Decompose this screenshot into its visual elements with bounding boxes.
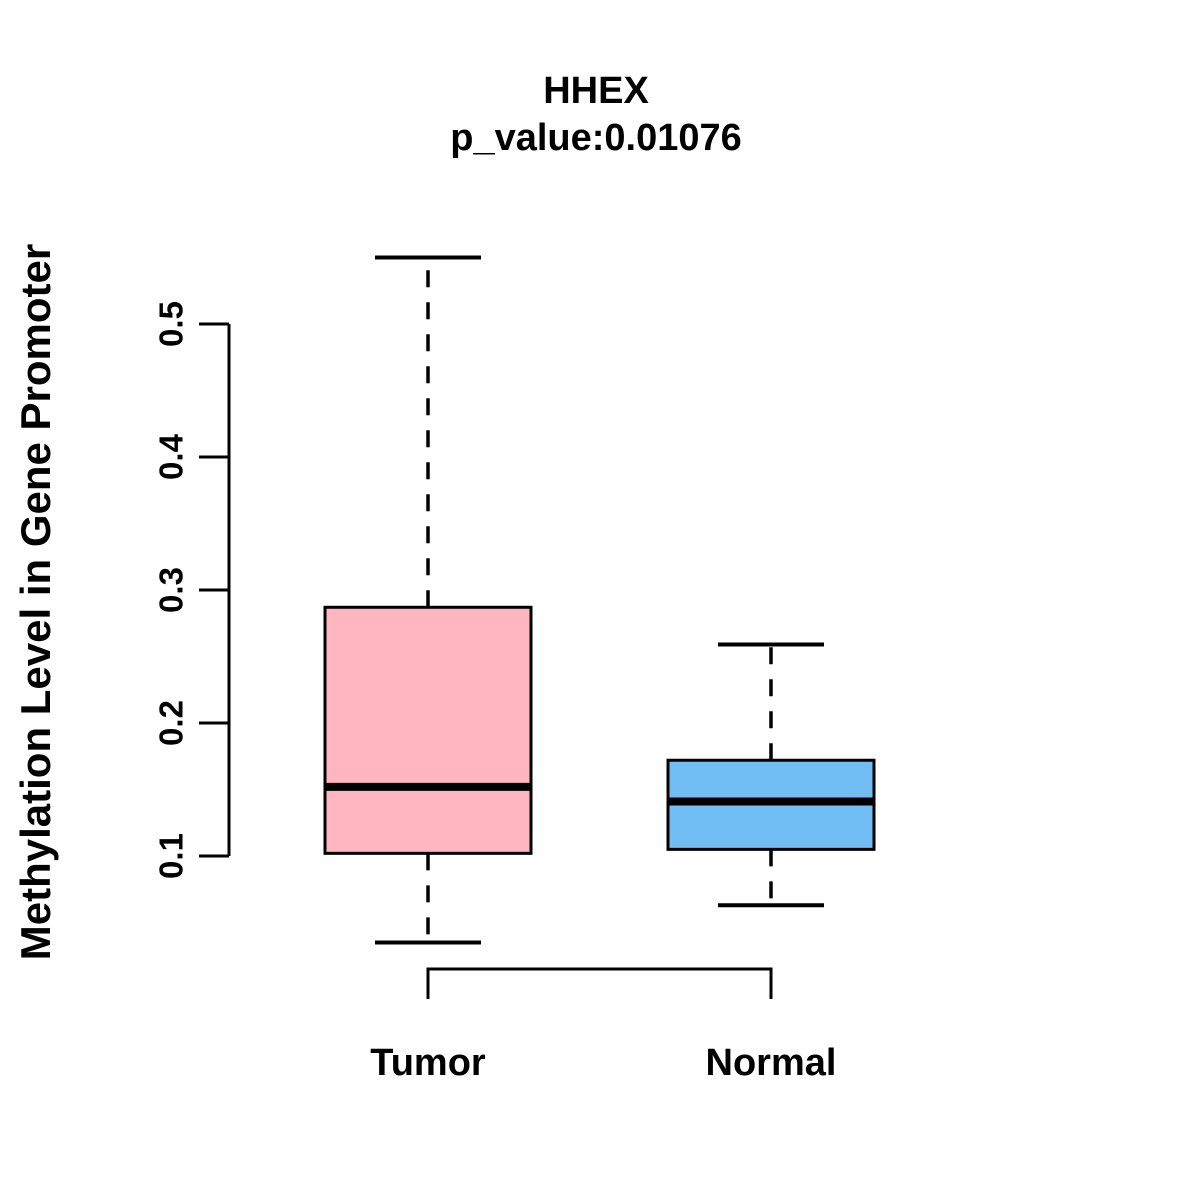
chart-subtitle-pvalue: p_value:0.01076 [450,117,742,159]
category-label-tumor: Tumor [370,1042,486,1084]
y-axis-tick-label: 0.2 [153,700,190,746]
y-axis-tick-label: 0.5 [153,301,190,347]
chart-title: HHEX [543,70,649,112]
y-axis-tick-label: 0.4 [153,433,190,480]
tumor-box [323,605,533,855]
y-axis-tick-label: 0.3 [153,567,190,613]
x-axis-bracket [426,967,773,999]
category-label-normal: Normal [706,1042,837,1084]
y-axis-tick-label: 0.1 [153,833,190,879]
